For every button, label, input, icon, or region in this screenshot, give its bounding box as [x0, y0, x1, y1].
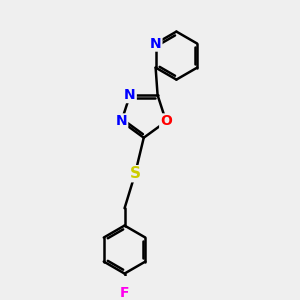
- Text: N: N: [150, 37, 161, 51]
- Text: S: S: [130, 166, 141, 181]
- Text: F: F: [120, 286, 129, 300]
- Text: N: N: [116, 114, 127, 128]
- Text: O: O: [160, 114, 172, 128]
- Text: N: N: [124, 88, 136, 102]
